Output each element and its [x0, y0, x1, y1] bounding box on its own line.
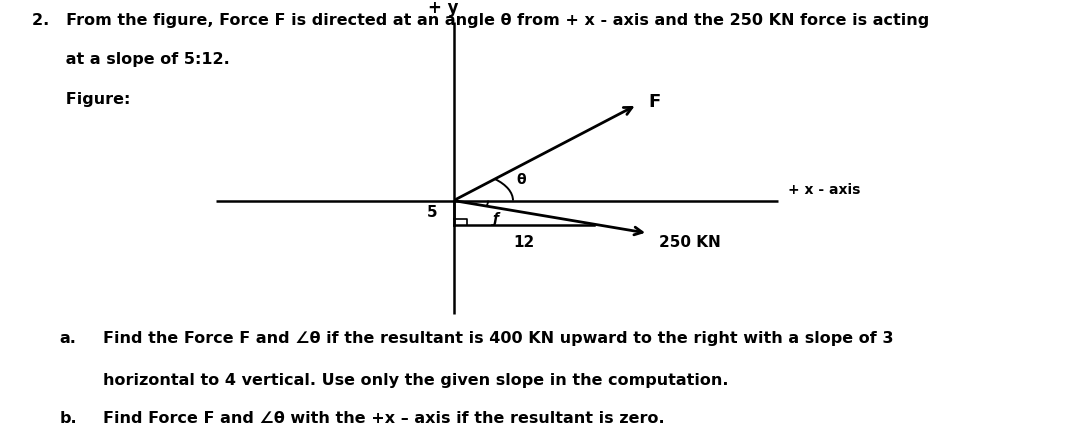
Text: horizontal to 4 vertical. Use only the given slope in the computation.: horizontal to 4 vertical. Use only the g…: [103, 373, 728, 388]
Text: a.: a.: [59, 331, 77, 346]
Text: Find Force F and ∠θ with the +x – axis if the resultant is zero.: Find Force F and ∠θ with the +x – axis i…: [103, 411, 664, 426]
Text: F: F: [648, 93, 660, 112]
Text: 2.   From the figure, Force F is directed at an angle θ from + x - axis and the : 2. From the figure, Force F is directed …: [32, 13, 930, 28]
Text: + x - axis: + x - axis: [788, 183, 861, 197]
Text: at a slope of 5:12.: at a slope of 5:12.: [32, 52, 230, 67]
Text: θ: θ: [516, 174, 526, 187]
Text: 5: 5: [427, 205, 437, 220]
Text: Find the Force F and ∠θ if the resultant is 400 KN upward to the right with a sl: Find the Force F and ∠θ if the resultant…: [103, 331, 893, 346]
Text: + y: + y: [428, 0, 458, 17]
Text: Figure:: Figure:: [32, 92, 131, 106]
Text: 12: 12: [513, 235, 535, 250]
Text: b.: b.: [59, 411, 77, 426]
Text: 250 KN: 250 KN: [659, 235, 720, 250]
Text: ƒ: ƒ: [491, 212, 498, 226]
